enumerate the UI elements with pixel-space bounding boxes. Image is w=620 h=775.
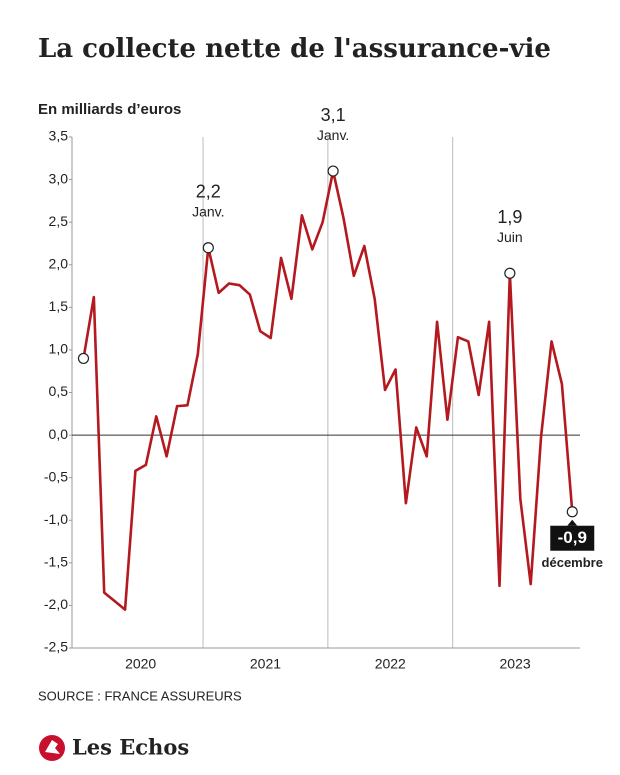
value-label: 1,9 — [497, 207, 522, 227]
point-label: Juin — [497, 229, 523, 245]
y-tick-label: 3,0 — [49, 170, 69, 186]
y-axis-label: En milliards d’euros — [38, 101, 181, 118]
value-label: -0,9 — [558, 528, 587, 547]
logo: Les Echos — [39, 735, 189, 761]
y-tick-label: 0,5 — [49, 383, 69, 399]
point-marker — [566, 506, 578, 518]
y-tick-label: -0,5 — [44, 468, 68, 484]
value-label: 2,2 — [196, 181, 221, 201]
y-tick-label: 2,5 — [49, 213, 69, 229]
label-pointer — [567, 519, 578, 526]
y-tick-label: -1,0 — [44, 511, 68, 527]
y-tick-label: 2,0 — [49, 255, 69, 271]
y-tick-label: -2,0 — [44, 596, 68, 612]
chart-title: La collecte nette de l'assurance-vie — [38, 34, 551, 64]
point-marker — [77, 352, 90, 365]
point-marker — [202, 242, 214, 254]
point-marker — [504, 267, 516, 279]
value-label: 3,1 — [321, 105, 346, 125]
y-tick-label: 1,5 — [49, 298, 69, 314]
source: SOURCE : FRANCE ASSUREURS — [38, 688, 242, 703]
data-line — [82, 169, 574, 611]
logo-shape — [45, 740, 60, 754]
x-tick-label: 2021 — [250, 656, 281, 672]
label-box — [550, 525, 595, 551]
point-marker — [327, 165, 339, 177]
x-tick-label: 2022 — [375, 656, 406, 672]
y-tick-label: 0,0 — [49, 426, 69, 442]
point-label: décembre — [542, 555, 603, 570]
logo-text: Les Echos — [72, 735, 189, 760]
x-tick-label: 2020 — [125, 656, 156, 672]
y-tick-label: 3,5 — [49, 128, 69, 144]
y-tick-label: 1,0 — [49, 341, 69, 357]
point-label: Janv. — [317, 127, 349, 143]
y-tick-label: -1,5 — [44, 554, 68, 570]
y-tick-label: -2,5 — [44, 639, 68, 655]
x-tick-label: 2023 — [500, 656, 531, 672]
point-label: Janv. — [192, 203, 224, 219]
